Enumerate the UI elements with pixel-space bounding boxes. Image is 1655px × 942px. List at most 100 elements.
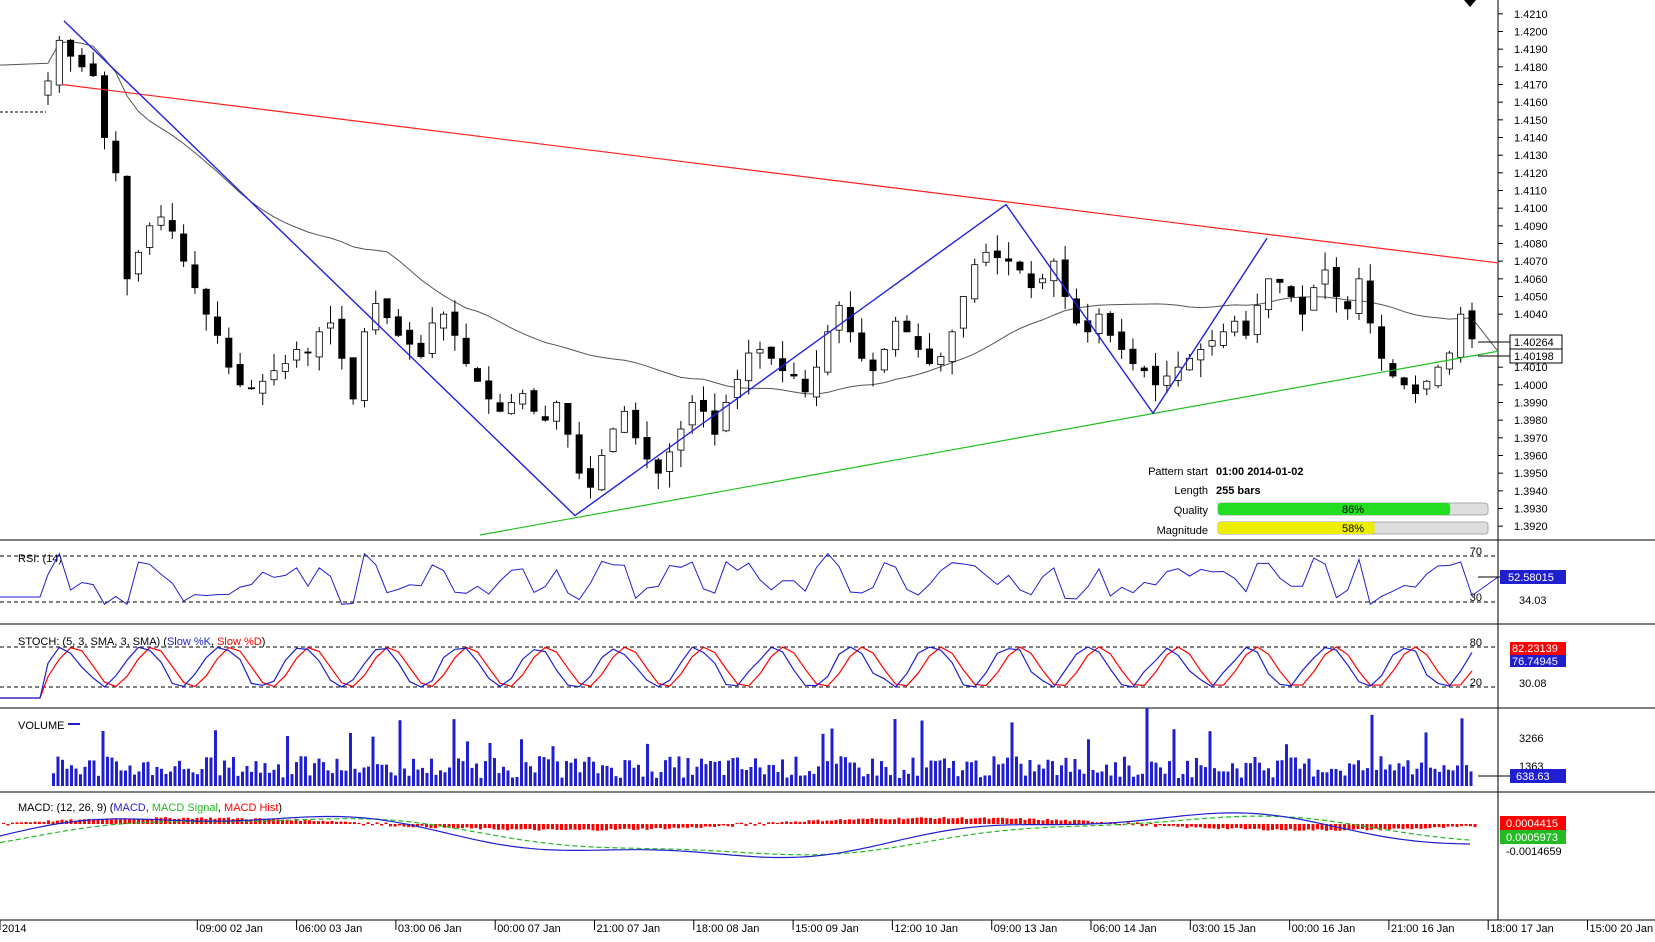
macd-hist-bar [866,819,869,824]
volume-bar [349,732,352,786]
candle [236,352,244,388]
candle [598,449,606,492]
macd-hist-bar [1388,824,1391,830]
candle [519,389,527,410]
macd-hist-bar [1329,824,1333,831]
volume-bar [1258,762,1261,786]
candle [372,290,380,335]
price-tick-label: 1.4040 [1514,309,1548,321]
volume-bar [1397,763,1401,786]
macd-hist-bar [335,821,338,824]
rsi-extra-value: 34.03 [1519,595,1547,607]
volume-bar [430,758,433,786]
candle [406,322,414,360]
macd-hist-bar [614,824,617,830]
volume-bar [862,776,865,786]
macd-hist-bar [1262,824,1265,831]
volume-bar [1222,771,1225,786]
macd-hist-bar [803,821,806,824]
volume-bar [236,775,240,786]
macd-hist-bar [537,824,541,831]
volume-bar [137,771,141,786]
price-tick-label: 1.4210 [1514,9,1548,21]
resistance-line [61,83,1499,264]
candle [779,341,787,383]
candle [191,251,199,294]
macd-hist-bar [492,824,496,830]
candle [1231,315,1239,337]
macd-hist-bar [636,824,640,830]
volume-bar [1123,756,1126,786]
macd-hist-bar [1455,824,1459,827]
macd-low-value: -0.0014659 [1506,846,1562,858]
macd-hist-bar [402,824,406,827]
volume-bar [227,767,231,786]
macd-hist-bar [1145,824,1148,826]
volume-bar [925,767,928,786]
macd-hist-bar [1091,821,1094,824]
volume-bar [551,746,555,786]
time-axis-label: 21:00 07 Jan [597,923,661,935]
macd-hist-bar [308,820,311,824]
volume-bar [592,761,595,786]
macd-hist-bar [101,819,104,824]
macd-hist-bar [722,824,725,826]
macd-hist-bar [609,824,613,829]
macd-hist-bar [830,820,833,824]
volume-bar [988,775,991,786]
volume-bar [1415,768,1419,786]
macd-hist-bar [641,824,644,829]
volume-bar [817,766,820,786]
macd-hist-bar [659,824,662,829]
candle [767,346,775,365]
macd-hist-bar [1163,824,1166,827]
price-tick-label: 1.4140 [1514,133,1548,145]
candle [55,36,63,93]
volume-bar [646,743,649,786]
magnitude-bar-fill [1218,522,1375,534]
volume-bar [934,761,937,786]
macd-hist-bar [938,818,941,824]
macd-hist-bar [560,824,563,830]
macd-hist-bar [38,821,41,824]
volume-bar [277,764,280,786]
macd-hist-bar [92,819,95,824]
candle [586,455,594,499]
macd-hist-bar [983,817,986,824]
volume-bar [758,767,762,786]
volume-bar [1226,771,1230,786]
volume-bar [776,772,780,786]
volume-bar [997,764,1000,786]
volume-bar [542,757,546,786]
volume-bar [601,765,604,786]
scroll-marker-icon[interactable] [1464,0,1476,7]
quality-bar-fill [1218,503,1451,515]
volume-bar [1204,767,1207,786]
macd-hist-bar [1226,824,1229,830]
macd-hist-bar [911,818,914,824]
time-axis-label: 12:00 10 Jan [894,923,958,935]
volume-bar [92,760,96,786]
magnitude-label: Magnitude [1157,525,1208,537]
volume-bar [1276,760,1279,786]
macd-hist-bar [1311,824,1315,831]
volume-bar [1078,769,1081,786]
candle [1072,288,1080,326]
candle [293,341,301,368]
macd-hist-bar [1073,819,1076,824]
macd-hist-bar [137,819,140,824]
candle [1050,258,1058,297]
macd-hist-bar [807,820,811,824]
macd-hist-bar [776,822,779,824]
time-axis-label: 21:00 16 Jan [1391,923,1455,935]
volume-bar [1055,775,1059,786]
macd-hist-bar [681,824,685,828]
macd-hist-bar [749,822,752,824]
volume-bar [295,762,298,786]
macd-hist-bar [879,818,883,824]
volume-bar [146,761,150,786]
volume-bar [668,756,672,786]
macd-hist-bar [834,819,838,824]
price-tick-label: 1.3930 [1514,504,1548,516]
macd-title: MACD: (12, 26, 9) (MACD, MACD Signal, MA… [18,802,282,814]
